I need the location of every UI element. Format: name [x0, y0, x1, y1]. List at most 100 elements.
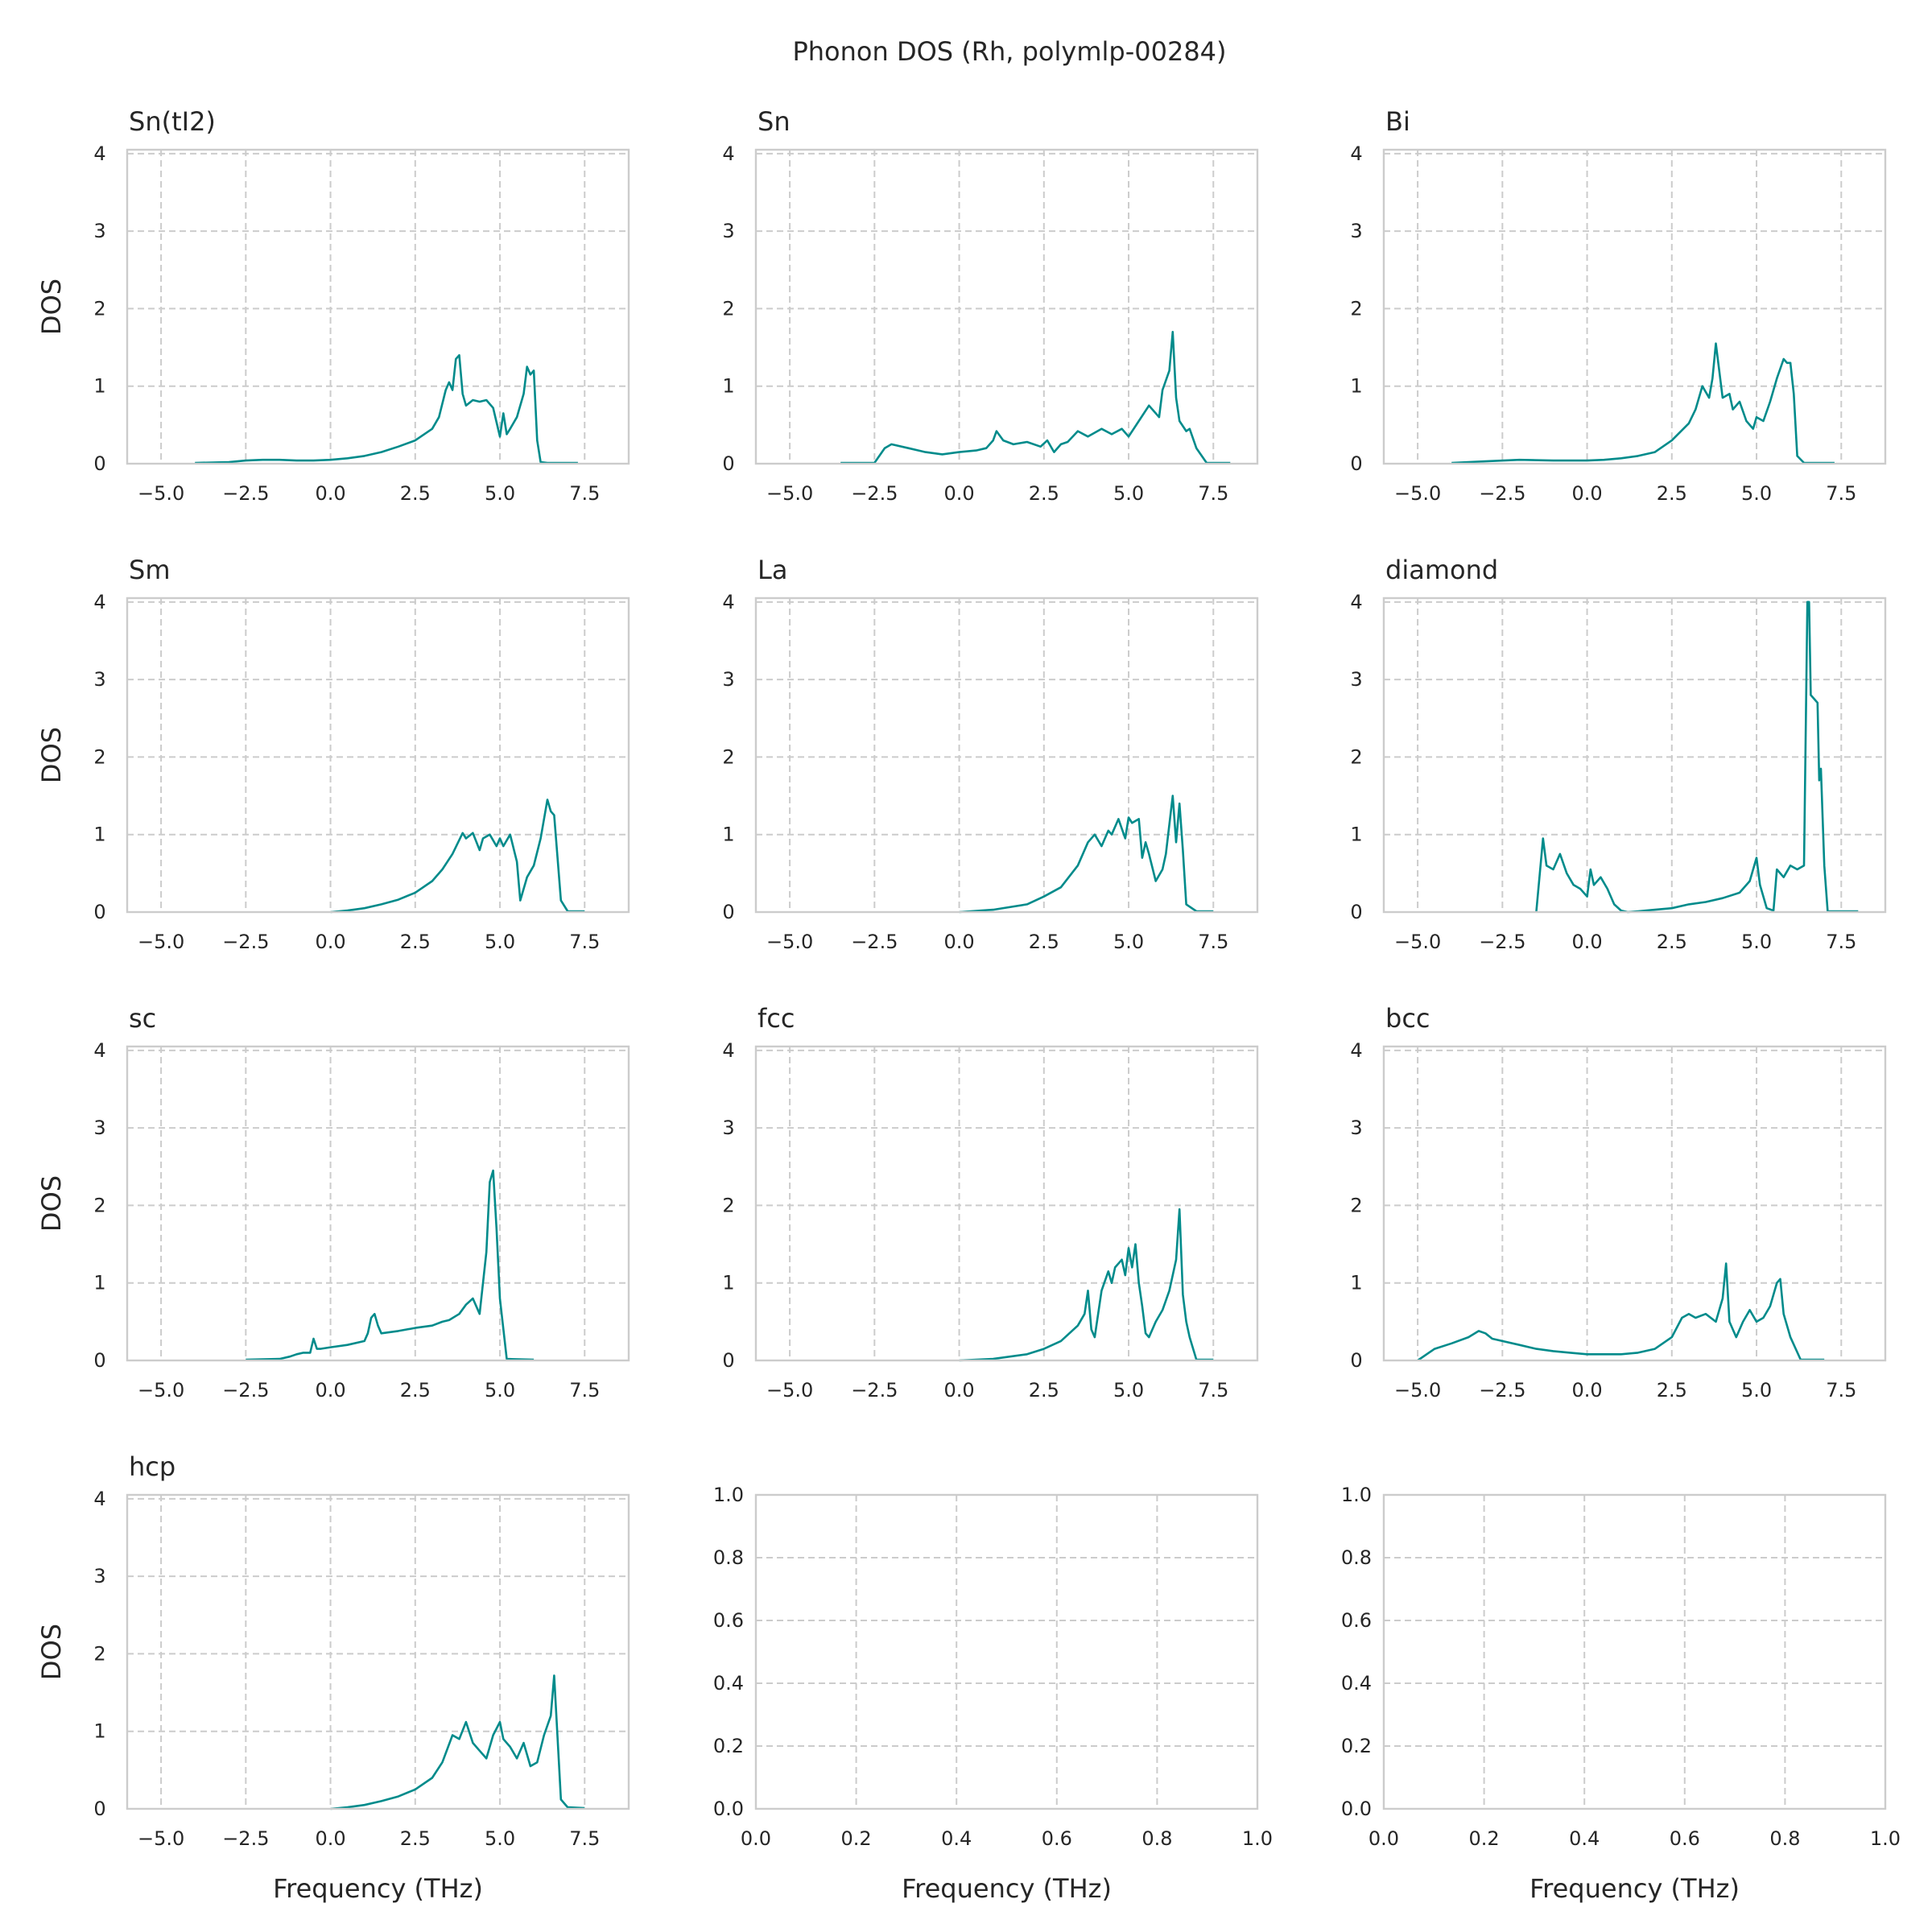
x-tick-label: 0.0 — [1571, 482, 1602, 505]
axes-frame — [754, 148, 1259, 465]
x-tick-label: 0.0 — [741, 1827, 771, 1850]
x-tick-label: −5.0 — [138, 1379, 184, 1402]
y-tick-label: 2 — [1350, 297, 1362, 320]
subplot-5: −5.0 −2.5 0.0 2.5 5.0 7.5 0 1 2 3 4 La — [722, 555, 1259, 953]
y-tick-label: 3 — [93, 1117, 105, 1139]
subplot-title: Sm — [129, 555, 170, 585]
x-tick-label: 0.0 — [315, 1827, 345, 1850]
subplot-title: Sn — [758, 106, 791, 137]
y-tick-label: 1.0 — [1341, 1484, 1372, 1506]
subplot-2: −5.0 −2.5 0.0 2.5 5.0 7.5 0 1 2 3 4 Sn — [722, 106, 1259, 505]
x-tick-label: 5.0 — [485, 1379, 515, 1402]
x-tick-label: 2.5 — [1029, 1379, 1059, 1402]
x-tick-label: −2.5 — [851, 1379, 898, 1402]
x-tick-label: 5.0 — [485, 931, 515, 953]
x-tick-label: 0.0 — [1571, 931, 1602, 953]
x-tick-label: 7.5 — [569, 1379, 600, 1402]
x-tick-label: 2.5 — [1029, 482, 1059, 505]
y-tick-label: 0 — [93, 1798, 105, 1820]
x-tick-label: 0.8 — [1141, 1827, 1172, 1850]
x-tick-label: −5.0 — [1394, 931, 1441, 953]
y-tick-label: 0 — [1350, 901, 1362, 923]
y-tick-label: 2 — [722, 1194, 734, 1216]
y-tick-label: 1 — [722, 824, 734, 846]
x-tick-label: 5.0 — [1741, 1379, 1772, 1402]
y-tick-label: 0 — [722, 1349, 734, 1372]
subplot-10: −5.0 −2.5 0.0 2.5 5.0 7.5 0 1 2 3 4 hcp DOS Frequency… — [36, 1451, 630, 1904]
y-tick-label: 2 — [93, 1194, 105, 1216]
axes-frame — [1382, 1045, 1887, 1362]
y-tick-label: 1.0 — [713, 1484, 744, 1506]
x-axis-label: Frequency (THz) — [1530, 1873, 1740, 1904]
x-tick-label: 0.6 — [1042, 1827, 1072, 1850]
x-tick-label: −2.5 — [222, 931, 269, 953]
y-tick-label: 0 — [93, 901, 105, 923]
x-tick-label: 2.5 — [1657, 1379, 1687, 1402]
y-tick-label: 4 — [1350, 591, 1362, 613]
figure-suptitle: Phonon DOS (Rh, polymlp-00284) — [792, 36, 1226, 67]
axes-frame — [126, 1045, 630, 1362]
y-tick-label: 0.8 — [713, 1546, 744, 1569]
y-tick-label: 4 — [93, 1488, 105, 1510]
x-tick-label: −5.0 — [138, 1827, 184, 1850]
y-tick-label: 0.2 — [1341, 1735, 1372, 1757]
y-tick-label: 0.0 — [1341, 1798, 1372, 1820]
y-tick-label: 3 — [93, 668, 105, 691]
x-axis-label: Frequency (THz) — [902, 1873, 1112, 1904]
y-tick-label: 3 — [93, 1565, 105, 1587]
x-tick-label: −5.0 — [138, 931, 184, 953]
x-tick-label: −2.5 — [851, 482, 898, 505]
y-tick-label: 4 — [93, 591, 105, 613]
x-tick-label: 2.5 — [1657, 482, 1687, 505]
y-tick-label: 0.2 — [713, 1735, 744, 1757]
subplot-title: Sn(tI2) — [129, 106, 216, 137]
subplot-grid: −5.0 −2.5 0.0 2.5 5.0 7.501234Sn(tI2)DOS−5.0−… — [36, 106, 1901, 1904]
x-tick-label: 7.5 — [1198, 482, 1228, 505]
y-tick-label: 0 — [93, 452, 105, 475]
y-tick-label: 3 — [93, 220, 105, 242]
x-tick-label: 5.0 — [485, 482, 515, 505]
x-tick-label: −2.5 — [222, 1379, 269, 1402]
x-tick-label: 0.8 — [1769, 1827, 1800, 1850]
x-tick-label: 5.0 — [485, 1827, 515, 1850]
subplot-8: −5.0 −2.5 0.0 2.5 5.0 7.5 0 1 2 3 4 fcc — [722, 1003, 1259, 1402]
y-tick-label: 4 — [722, 591, 734, 613]
y-tick-label: 1 — [93, 1272, 105, 1294]
x-tick-label: 0.0 — [943, 1379, 974, 1402]
subplot-title: sc — [129, 1003, 156, 1034]
x-tick-label: 1.0 — [1242, 1827, 1273, 1850]
y-tick-label: 2 — [1350, 1194, 1362, 1216]
x-tick-label: 2.5 — [1657, 931, 1687, 953]
y-tick-label: 0 — [722, 452, 734, 475]
y-tick-label: 1 — [93, 824, 105, 846]
y-tick-label: 3 — [1350, 220, 1362, 242]
axes-frame — [1382, 597, 1887, 914]
y-tick-label: 4 — [722, 1039, 734, 1062]
subplot-12: 0.0 0.2 0.4 0.6 0.8 1.0 0.0 0.2 0.4 0.6 0.8 1.0 Freq… — [1341, 1484, 1901, 1904]
y-tick-label: 3 — [722, 668, 734, 691]
y-tick-label: 0.4 — [1341, 1672, 1372, 1695]
axes-frame — [754, 1045, 1259, 1362]
x-tick-label: 7.5 — [569, 931, 600, 953]
y-tick-label: 3 — [1350, 668, 1362, 691]
x-tick-label: 2.5 — [1029, 931, 1059, 953]
dos-series-line — [246, 1169, 535, 1361]
x-tick-label: −2.5 — [1479, 482, 1525, 505]
y-tick-label: 1 — [1350, 1272, 1362, 1294]
x-tick-label: 0.4 — [941, 1827, 972, 1850]
subplot-title: Bi — [1385, 106, 1410, 137]
axes-frame — [1382, 148, 1887, 465]
dos-series-line — [1417, 1262, 1825, 1362]
x-tick-label: 7.5 — [1826, 931, 1856, 953]
y-tick-label: 0.4 — [713, 1672, 744, 1695]
dos-series-line — [330, 799, 585, 914]
x-tick-label: 1.0 — [1870, 1827, 1901, 1850]
dos-series-line — [330, 1674, 585, 1810]
axes-frame — [754, 1493, 1259, 1810]
x-tick-label: 0.4 — [1569, 1827, 1600, 1850]
x-tick-label: 0.0 — [1571, 1379, 1602, 1402]
axes-frame — [126, 148, 630, 465]
x-tick-label: 5.0 — [1113, 931, 1144, 953]
dos-series-line — [1535, 601, 1859, 914]
x-tick-label: 7.5 — [569, 482, 600, 505]
